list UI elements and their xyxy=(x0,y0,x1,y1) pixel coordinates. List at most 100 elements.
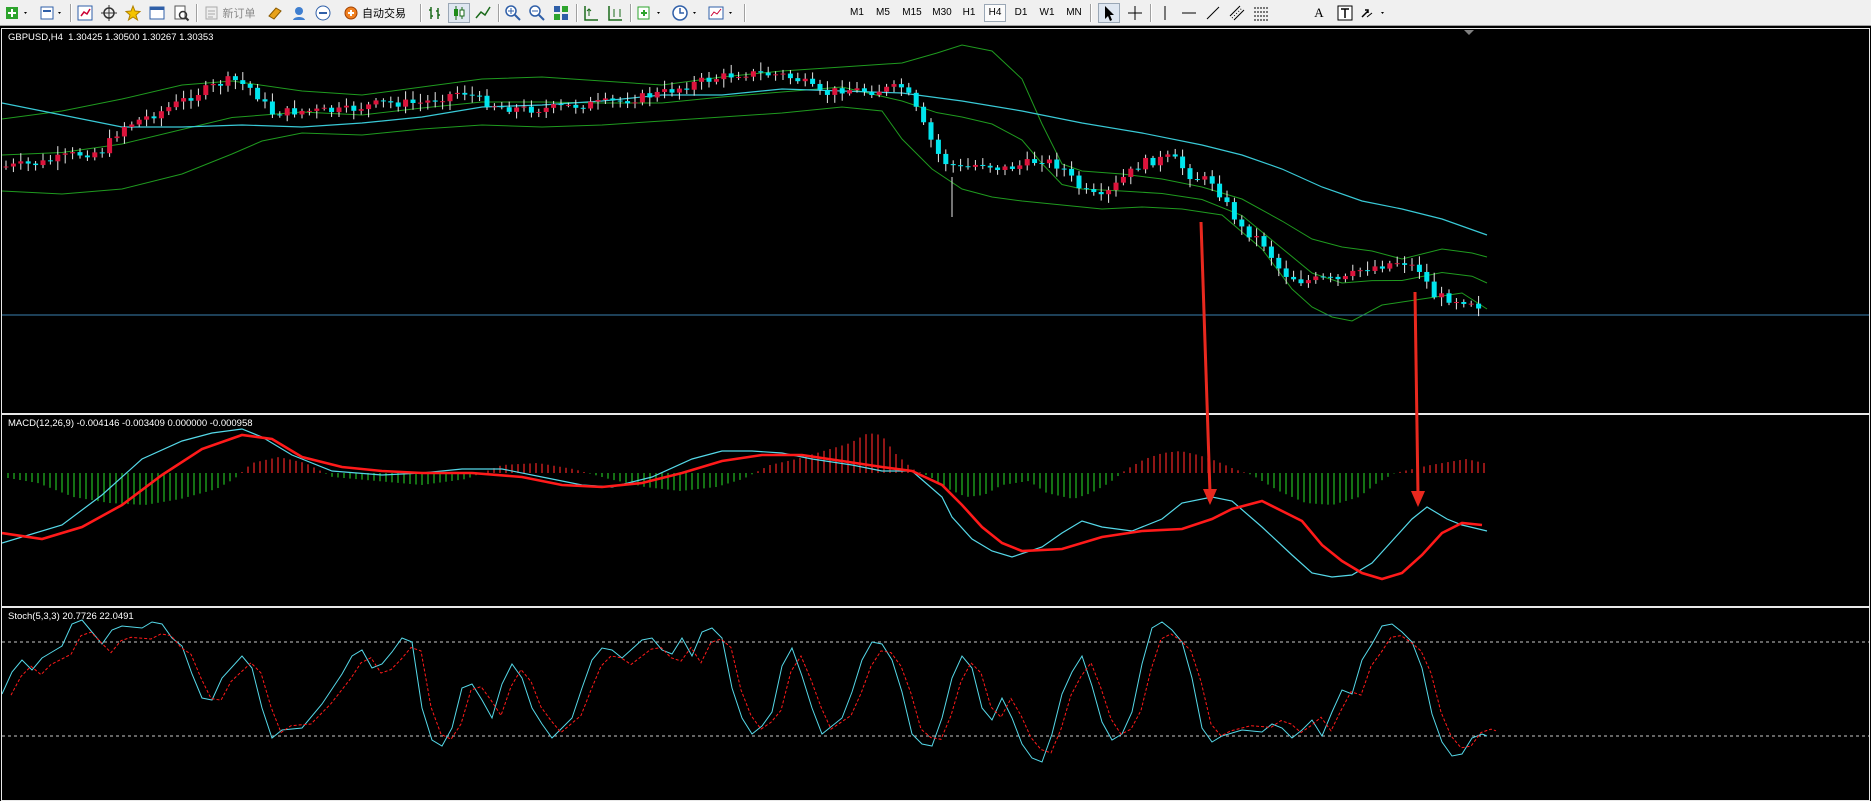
autoscroll-icon[interactable] xyxy=(580,3,602,23)
auto-trading-button[interactable]: 自动交易 xyxy=(336,3,416,23)
bearish-candle xyxy=(1076,175,1082,189)
bullish-candle xyxy=(780,73,786,75)
fibonacci-icon[interactable] xyxy=(1250,3,1272,23)
bearish-candle xyxy=(958,165,964,167)
new-chart-button[interactable] xyxy=(2,3,32,23)
bearish-candle xyxy=(528,106,534,113)
candlestick-chart-icon[interactable] xyxy=(448,3,470,23)
arrows-button[interactable] xyxy=(1358,3,1392,23)
periods-button[interactable] xyxy=(670,3,704,23)
timeframe-m15[interactable]: M15 xyxy=(902,7,922,18)
timeframe-m5[interactable]: M5 xyxy=(876,7,890,18)
macd-pane-header: MACD(12,26,9) -0.004146 -0.003409 0.0000… xyxy=(8,418,253,429)
terminal-icon[interactable] xyxy=(146,3,168,23)
bearish-candle xyxy=(950,164,956,166)
bearish-candle xyxy=(484,95,490,107)
bearish-candle xyxy=(1194,179,1200,181)
bullish-candle xyxy=(1372,266,1378,271)
timeframe-m30[interactable]: M30 xyxy=(932,7,952,18)
timeframe-h1[interactable]: H1 xyxy=(962,7,976,18)
trendline-icon[interactable] xyxy=(1202,3,1224,23)
text-label-icon[interactable] xyxy=(1334,3,1356,23)
bearish-candle xyxy=(669,89,675,93)
timeframe-w1[interactable]: W1 xyxy=(1039,7,1055,18)
crosshair-icon[interactable] xyxy=(1124,3,1146,23)
bullish-candle xyxy=(1468,303,1474,305)
indicators-button[interactable] xyxy=(634,3,668,23)
cursor-icon[interactable] xyxy=(1098,3,1120,23)
bullish-candle xyxy=(1157,156,1163,166)
bullish-candle xyxy=(662,89,668,92)
bullish-candle xyxy=(750,71,756,77)
zoom-out-icon[interactable] xyxy=(526,3,548,23)
bollinger-middle-band xyxy=(2,86,1488,284)
bearish-candle xyxy=(995,167,1001,170)
market-watch-icon[interactable] xyxy=(74,3,96,23)
vertical-line-icon[interactable] xyxy=(1154,3,1176,23)
timeframe-h4[interactable]: H4 xyxy=(984,4,1006,22)
navigator-icon[interactable] xyxy=(122,3,144,23)
bullish-candle xyxy=(440,101,446,103)
bullish-candle xyxy=(1409,264,1415,266)
bullish-candle xyxy=(343,105,349,108)
signals-icon[interactable] xyxy=(288,3,310,23)
bearish-candle xyxy=(462,92,468,95)
timeframe-m1[interactable]: M1 xyxy=(850,7,864,18)
bullish-candle xyxy=(336,107,342,113)
bearish-candle xyxy=(1268,246,1274,258)
bullish-candle xyxy=(10,163,16,167)
bearish-candle xyxy=(706,77,712,82)
templates-button[interactable] xyxy=(706,3,740,23)
bearish-candle xyxy=(1239,219,1245,227)
bar-chart-icon[interactable] xyxy=(424,3,446,23)
strategy-tester-icon[interactable] xyxy=(170,3,192,23)
stochastic-chart xyxy=(2,619,1869,763)
price-pane[interactable]: GBPUSD,H4 1.30425 1.30500 1.30267 1.3035… xyxy=(1,28,1870,414)
macd-pane[interactable]: MACD(12,26,9) -0.004146 -0.003409 0.0000… xyxy=(1,414,1870,607)
expert-icon[interactable] xyxy=(264,3,286,23)
zoom-in-icon[interactable] xyxy=(502,3,524,23)
timeframe-d1[interactable]: D1 xyxy=(1014,7,1028,18)
bullish-candle xyxy=(70,152,76,154)
bearish-candle xyxy=(728,73,734,78)
bearish-candle xyxy=(25,161,31,164)
bearish-candle xyxy=(1009,166,1015,169)
bullish-candle xyxy=(181,98,187,102)
bullish-candle xyxy=(847,90,853,94)
bearish-candle xyxy=(84,155,90,158)
bullish-candle xyxy=(1128,168,1134,177)
bullish-candle xyxy=(854,88,860,91)
bullish-candle xyxy=(40,160,46,166)
timeframe-mn[interactable]: MN xyxy=(1066,7,1082,18)
bullish-candle xyxy=(366,104,372,110)
bullish-candle xyxy=(1024,159,1030,166)
bearish-candle xyxy=(432,100,438,102)
bullish-candle xyxy=(1046,159,1052,164)
bullish-candle xyxy=(92,152,98,158)
bearish-candle xyxy=(1283,268,1289,277)
tile-windows-icon[interactable] xyxy=(550,3,572,23)
new-order-button[interactable]: 新订单 xyxy=(200,3,262,23)
bearish-candle xyxy=(1032,159,1038,164)
bullish-candle xyxy=(1120,176,1126,183)
bullish-candle xyxy=(654,91,660,98)
text-tool-button[interactable]: A xyxy=(1314,5,1324,20)
stochastic-pane[interactable]: Stoch(5,3,3) 20.7726 22.0491 xyxy=(1,607,1870,801)
bullish-candle xyxy=(225,76,231,86)
bearish-candle xyxy=(839,88,845,94)
bearish-candle xyxy=(610,98,616,101)
horizontal-line-icon[interactable] xyxy=(1178,3,1200,23)
chart-shift-icon[interactable] xyxy=(604,3,626,23)
bearish-candle xyxy=(810,78,816,84)
chart-window: GBPUSD,H4 1.30425 1.30500 1.30267 1.3035… xyxy=(0,26,1871,801)
bearish-candle xyxy=(151,116,157,119)
equidistant-channel-icon[interactable] xyxy=(1226,3,1248,23)
bearish-candle xyxy=(188,98,194,101)
market-icon[interactable] xyxy=(312,3,334,23)
bullish-candle xyxy=(588,101,594,109)
data-window-icon[interactable] xyxy=(98,3,120,23)
line-chart-icon[interactable] xyxy=(472,3,494,23)
bearish-candle xyxy=(913,92,919,107)
bearish-candle xyxy=(965,166,971,168)
profiles-button[interactable] xyxy=(36,3,66,23)
